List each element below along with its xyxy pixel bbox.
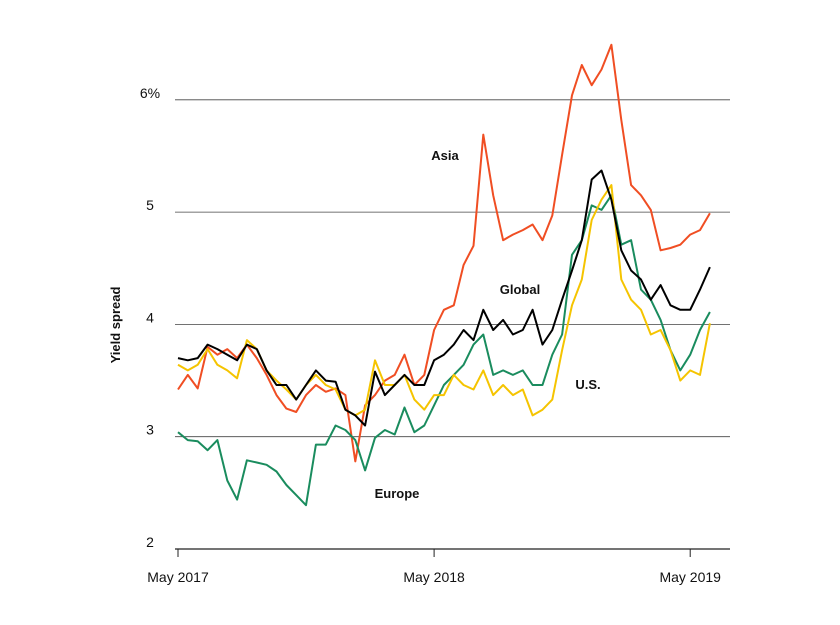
series-label: Asia xyxy=(431,148,459,163)
y-tick-label: 5 xyxy=(146,197,154,213)
series-line xyxy=(177,43,711,463)
x-tick-label: May 2019 xyxy=(659,569,721,585)
series-label: Global xyxy=(500,282,540,297)
x-tick-label: May 2017 xyxy=(147,569,209,585)
y-tick-label: 2 xyxy=(146,534,154,550)
y-axis-label: Yield spread xyxy=(108,287,123,364)
y-tick-label: 3 xyxy=(146,422,154,438)
y-tick-label: 4 xyxy=(146,309,154,325)
y-tick-label: 6% xyxy=(140,85,160,101)
x-tick-label: May 2018 xyxy=(403,569,465,585)
series-line xyxy=(177,184,711,417)
series-line xyxy=(177,169,711,427)
series-line xyxy=(177,194,711,507)
series-label: U.S. xyxy=(575,377,600,392)
series-label: Europe xyxy=(375,486,420,501)
